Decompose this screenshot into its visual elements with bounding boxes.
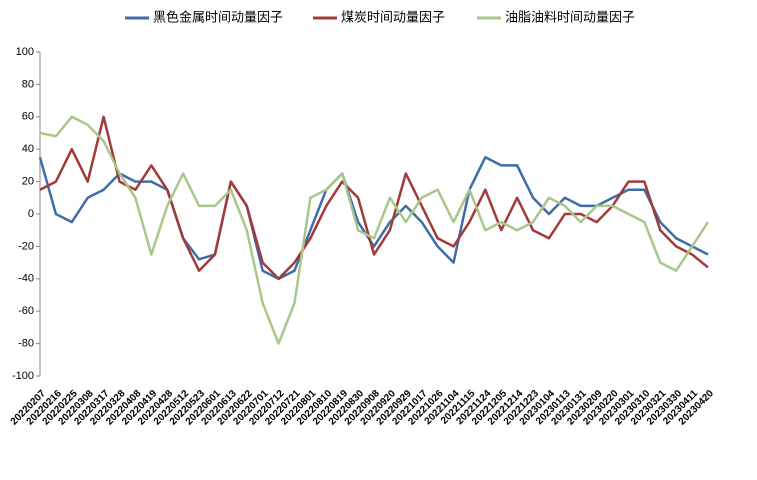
y-tick-label: 40 (22, 143, 34, 155)
y-tick-label: 80 (22, 78, 34, 90)
legend-label: 煤炭时间动量因子 (341, 9, 445, 24)
legend-label: 黑色金属时间动量因子 (153, 9, 283, 24)
y-tick-label: 100 (16, 46, 34, 58)
y-tick-label: -80 (18, 338, 34, 350)
series-line (39, 115, 710, 345)
y-tick-label: -60 (18, 305, 34, 317)
y-tick-label: -40 (18, 273, 34, 285)
y-tick-label: 0 (28, 208, 34, 220)
y-tick-label: -100 (12, 370, 34, 382)
y-tick-label: -20 (18, 240, 34, 252)
series-line (39, 115, 709, 281)
y-tick-label: 20 (22, 176, 34, 188)
legend-label: 油脂油料时间动量因子 (505, 9, 635, 24)
y-tick-label: 60 (22, 111, 34, 123)
